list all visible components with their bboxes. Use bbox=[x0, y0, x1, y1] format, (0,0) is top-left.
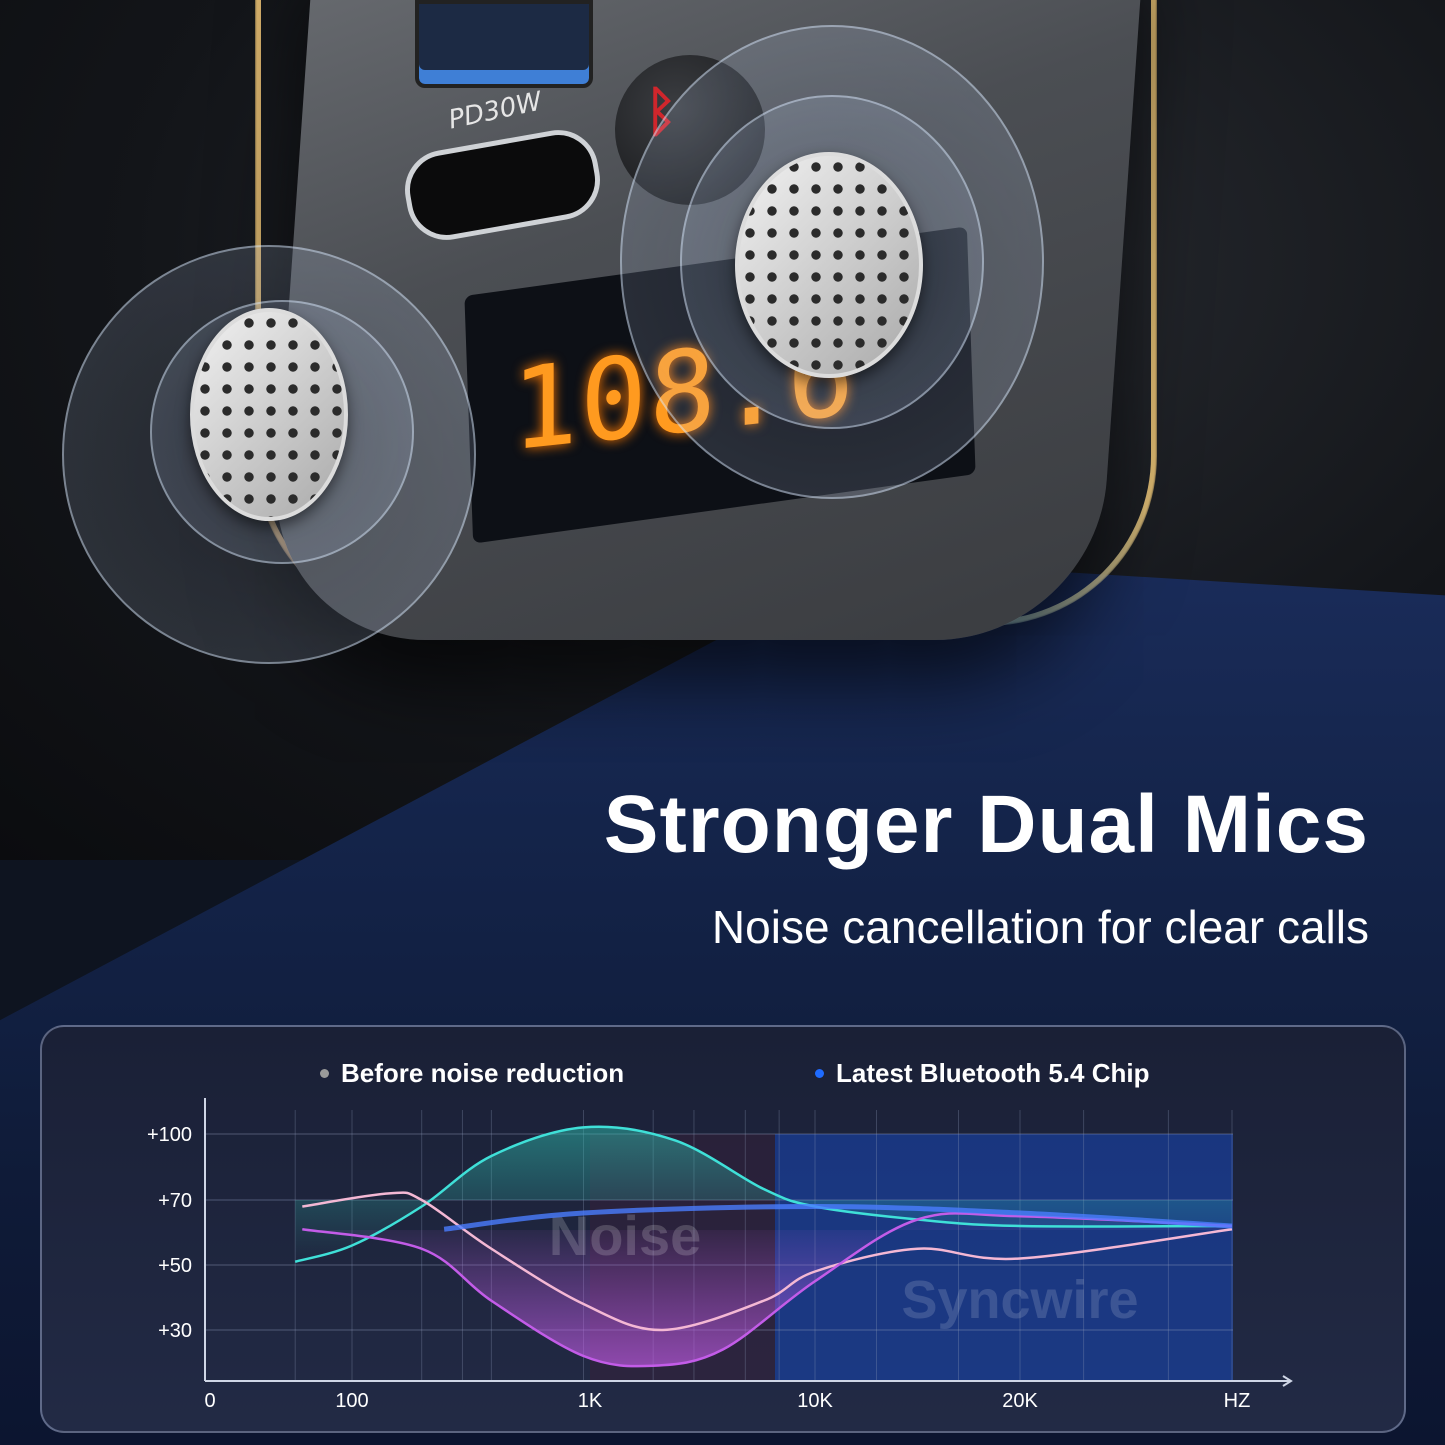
x-tick-label: HZ bbox=[1224, 1390, 1251, 1412]
legend-before: Before noise reduction bbox=[320, 1058, 624, 1089]
usb-a-port bbox=[415, 0, 593, 88]
series-line-after bbox=[302, 1212, 1233, 1368]
y-tick-label: +50 bbox=[158, 1255, 192, 1277]
x-tick-label: 0 bbox=[204, 1390, 215, 1412]
x-tick-label: 20K bbox=[1002, 1390, 1038, 1412]
headline-title: Stronger Dual Mics bbox=[603, 779, 1369, 870]
x-tick-label: 10K bbox=[797, 1390, 833, 1412]
series-line-bluetooth bbox=[443, 1203, 1233, 1232]
legend-dot-blue bbox=[815, 1069, 824, 1078]
legend-label: Before noise reduction bbox=[341, 1058, 625, 1088]
y-tick-label: +30 bbox=[158, 1320, 192, 1342]
watermark-syncwire: Syncwire bbox=[901, 1270, 1138, 1330]
y-tick-label: +70 bbox=[158, 1190, 192, 1212]
legend-bluetooth: Latest Bluetooth 5.4 Chip bbox=[815, 1058, 1149, 1089]
headline-subtitle: Noise cancellation for clear calls bbox=[711, 901, 1369, 953]
legend-dot-gray bbox=[320, 1069, 329, 1078]
x-tick-label: 1K bbox=[578, 1390, 603, 1412]
mic-grille-left bbox=[190, 308, 348, 521]
mic-grille-right bbox=[735, 152, 923, 378]
series-fill-cyan bbox=[295, 1126, 1232, 1262]
y-tick-label: +100 bbox=[147, 1124, 192, 1146]
x-tick-label: 100 bbox=[335, 1390, 368, 1412]
legend-label: Latest Bluetooth 5.4 Chip bbox=[836, 1058, 1150, 1088]
x-axis-arrow-icon bbox=[1282, 1375, 1293, 1387]
